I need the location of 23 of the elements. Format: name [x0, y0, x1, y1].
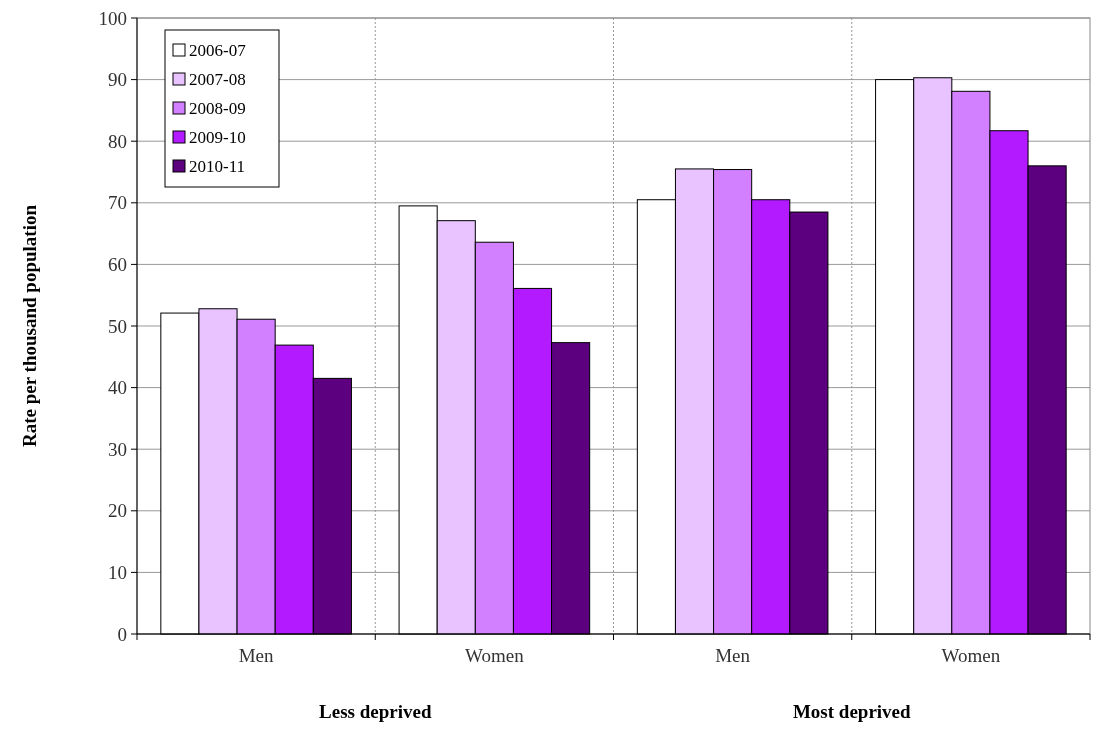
y-tick-label: 30 — [108, 438, 127, 460]
y-tick-label: 90 — [108, 69, 127, 91]
y-tick-label: 80 — [108, 130, 127, 152]
y-tick-label: 50 — [108, 315, 127, 337]
x-tick-label: Women — [941, 645, 1001, 666]
legend-label: 2007-08 — [189, 69, 246, 89]
y-axis-title: Rate per thousand population — [19, 204, 40, 447]
text: Less deprived — [319, 701, 432, 722]
x-tick-label: Men — [238, 645, 275, 666]
x-tick-label: Women — [465, 645, 525, 666]
y-tick-label: 60 — [108, 254, 127, 276]
y-tick-label: 0 — [117, 623, 127, 645]
text: Most deprived — [792, 701, 912, 722]
legend-label: 2010-11 — [189, 156, 246, 176]
y-tick-label: 40 — [108, 377, 127, 399]
y-tick-label: 20 — [108, 500, 127, 522]
legend-label: 2009-10 — [189, 127, 246, 147]
x-tick-label: Men — [715, 645, 751, 666]
y-tick-label: 10 — [108, 562, 127, 584]
legend-label: 2006-07 — [189, 40, 247, 60]
legend-label: 2008-09 — [189, 98, 246, 118]
y-tick-label: 70 — [108, 192, 127, 214]
y-tick-label: 100 — [98, 7, 127, 29]
